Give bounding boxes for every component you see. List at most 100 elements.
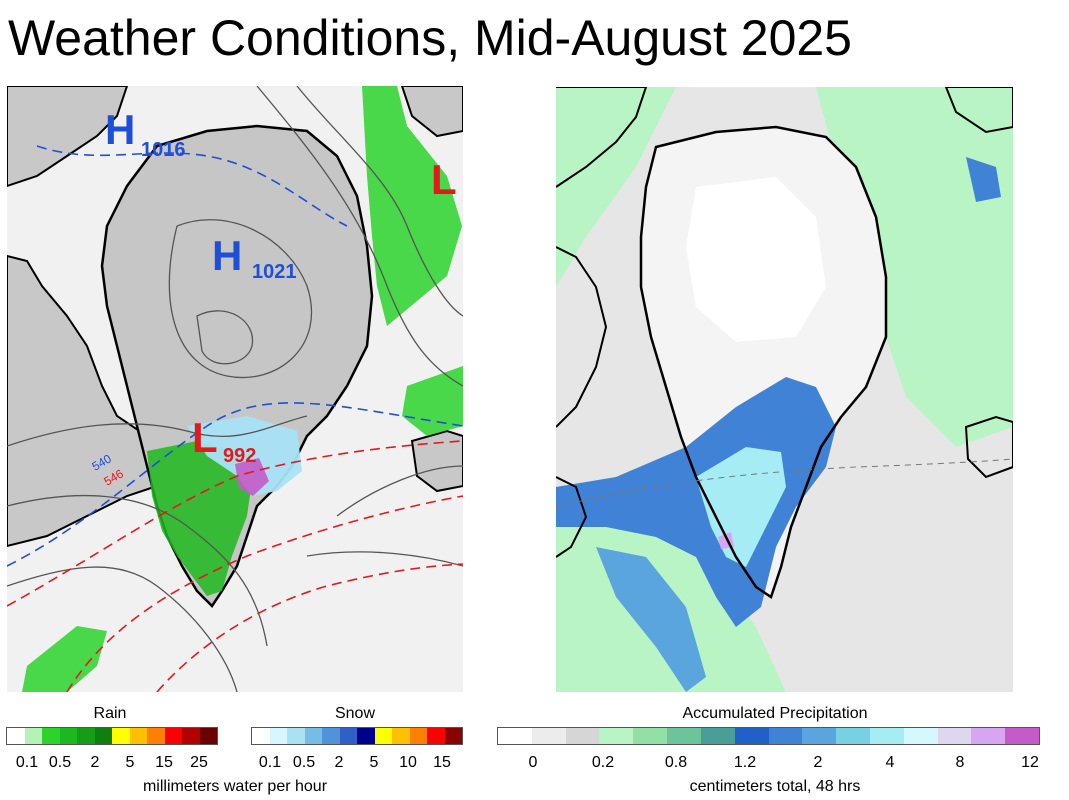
rain-legend-swatch xyxy=(147,728,165,744)
pressure-value: 1016 xyxy=(141,139,186,161)
accumulated-legend-swatch xyxy=(531,728,566,744)
pressure-letter: H xyxy=(212,232,242,279)
rain-area-iceland xyxy=(402,366,463,436)
pressure-value: 992 xyxy=(223,445,256,467)
rain-legend-swatch xyxy=(7,728,25,744)
iceland-coastline xyxy=(964,415,1013,479)
accumulated-legend-swatch xyxy=(498,728,532,744)
mm-per-hour-units-label: millimeters water per hour xyxy=(142,778,328,795)
rain-area-labrador xyxy=(22,626,107,692)
rain-legend-swatch xyxy=(94,728,112,744)
accumulated-legend-tick-label: 8 xyxy=(955,754,965,771)
snow-legend-tick-label: 0.5 xyxy=(292,754,316,771)
rain-legend-tick-label: 5 xyxy=(125,754,135,771)
rain-legend-tick-label: 2 xyxy=(90,754,100,771)
precip-light-green-west xyxy=(556,87,676,287)
accumulated-legend-swatch xyxy=(565,728,600,744)
snow-legend-swatch xyxy=(252,728,270,744)
iceland xyxy=(410,429,463,493)
snow-legend-title: Snow xyxy=(334,705,376,722)
accumulated-legend-swatch xyxy=(1005,728,1039,744)
snow-legend-swatch xyxy=(444,728,462,744)
accumulated-legend-tick-label: 0.2 xyxy=(591,754,615,771)
pressure-letter: L xyxy=(431,156,457,203)
pressure-system-l-edge: L xyxy=(431,156,457,203)
snow-legend-swatch xyxy=(357,728,375,744)
snow-legend-swatch xyxy=(409,728,427,744)
accumulated-legend-tick-label: 12 xyxy=(1021,754,1039,771)
accumulated-legend-swatch xyxy=(869,728,904,744)
pressure-letter: H xyxy=(105,106,135,153)
accumulated-legend-swatch xyxy=(836,728,870,744)
accumulated-legend-tick-label: 0.8 xyxy=(664,754,688,771)
greenland-coastline xyxy=(639,125,888,599)
rain-area-greenland-sea xyxy=(362,86,462,326)
rain-legend-swatch xyxy=(59,728,77,744)
rain-legend-tick-label: 25 xyxy=(190,754,208,771)
canada-coastline xyxy=(556,246,608,428)
snow-legend-colorbar xyxy=(251,727,463,745)
pressure-system-h1021: H 1021 xyxy=(212,232,297,283)
accumulated-legend-swatch xyxy=(667,728,701,744)
accumulated-legend-swatch xyxy=(937,728,972,744)
greenland-white-core xyxy=(686,177,826,342)
rain-legend-tick-label: 0.1 xyxy=(15,754,39,771)
snow-heavy-spot xyxy=(235,458,269,496)
boundary-line xyxy=(556,458,1013,508)
accumulated-legend-swatch xyxy=(633,728,668,744)
snow-legend-swatch xyxy=(374,728,392,744)
accumulated-legend-tick-label: 2 xyxy=(813,754,823,771)
ellesmere-coastline xyxy=(556,87,648,188)
snow-legend-swatch xyxy=(427,728,445,744)
accumulated-precipitation-map xyxy=(556,87,1013,692)
precip-light-green-east xyxy=(816,87,1013,447)
rain-legend-swatch xyxy=(182,728,200,744)
rain-legend-swatch xyxy=(112,728,130,744)
isobars xyxy=(7,86,463,692)
snow-legend-tick-label: 5 xyxy=(369,754,379,771)
rain-legend-swatch xyxy=(42,728,60,744)
snow-legend-swatch xyxy=(287,728,305,744)
snow-legend-swatch xyxy=(339,728,357,744)
accumulated-legend-swatch xyxy=(971,728,1006,744)
snow-legend-swatch xyxy=(322,728,340,744)
accumulated-legend-title: Accumulated Precipitation xyxy=(682,705,868,722)
accumulated-legend-swatch xyxy=(700,728,735,744)
cm-total-units-label: centimeters total, 48 hrs xyxy=(689,778,861,795)
svalbard xyxy=(400,86,463,138)
precipitation-type-map: H 1016 H 1021 L 992 L 540 546 xyxy=(7,86,463,692)
ellesmere-land xyxy=(7,86,129,188)
rain-legend-swatch xyxy=(199,728,217,744)
snow-legend-swatch xyxy=(269,728,287,744)
accumulated-legend-tick-label: 0 xyxy=(528,754,538,771)
accumulated-legend-colorbar xyxy=(497,727,1040,745)
pressure-value: 1021 xyxy=(252,261,297,283)
accumulated-legend-tick-label: 1.2 xyxy=(733,754,757,771)
rain-legend-tick-label: 0.5 xyxy=(48,754,72,771)
pressure-letter: L xyxy=(192,414,218,461)
rain-legend-colorbar xyxy=(6,727,218,745)
precip-type-map-svg: H 1016 H 1021 L 992 L 540 546 xyxy=(7,86,463,692)
snow-legend-tick-label: 10 xyxy=(399,754,417,771)
pressure-system-l992: L 992 xyxy=(192,414,256,467)
precip-blue-streak xyxy=(596,547,706,692)
rain-legend-tick-label: 15 xyxy=(155,754,173,771)
snow-legend-swatch xyxy=(392,728,410,744)
rain-legend-title: Rain xyxy=(93,705,127,722)
pressure-system-h1016: H 1016 xyxy=(105,106,186,161)
accumulated-legend-swatch xyxy=(768,728,803,744)
snow-legend-swatch xyxy=(304,728,322,744)
accumulated-legend-tick-label: 4 xyxy=(885,754,895,771)
rain-legend-swatch xyxy=(129,728,147,744)
thickness-contours xyxy=(7,145,463,692)
accumulated-precip-map-svg xyxy=(556,87,1013,692)
precip-blue-band xyxy=(556,377,836,627)
rain-area-southwest xyxy=(147,441,252,596)
rain-legend-swatch xyxy=(24,728,42,744)
accumulated-legend-swatch xyxy=(903,728,938,744)
snow-legend-tick-label: 15 xyxy=(433,754,451,771)
svalbard-coastline xyxy=(944,87,1013,134)
page-title: Weather Conditions, Mid-August 2025 xyxy=(8,10,852,66)
accumulated-legend-swatch xyxy=(802,728,837,744)
accumulated-legend-swatch xyxy=(599,728,634,744)
